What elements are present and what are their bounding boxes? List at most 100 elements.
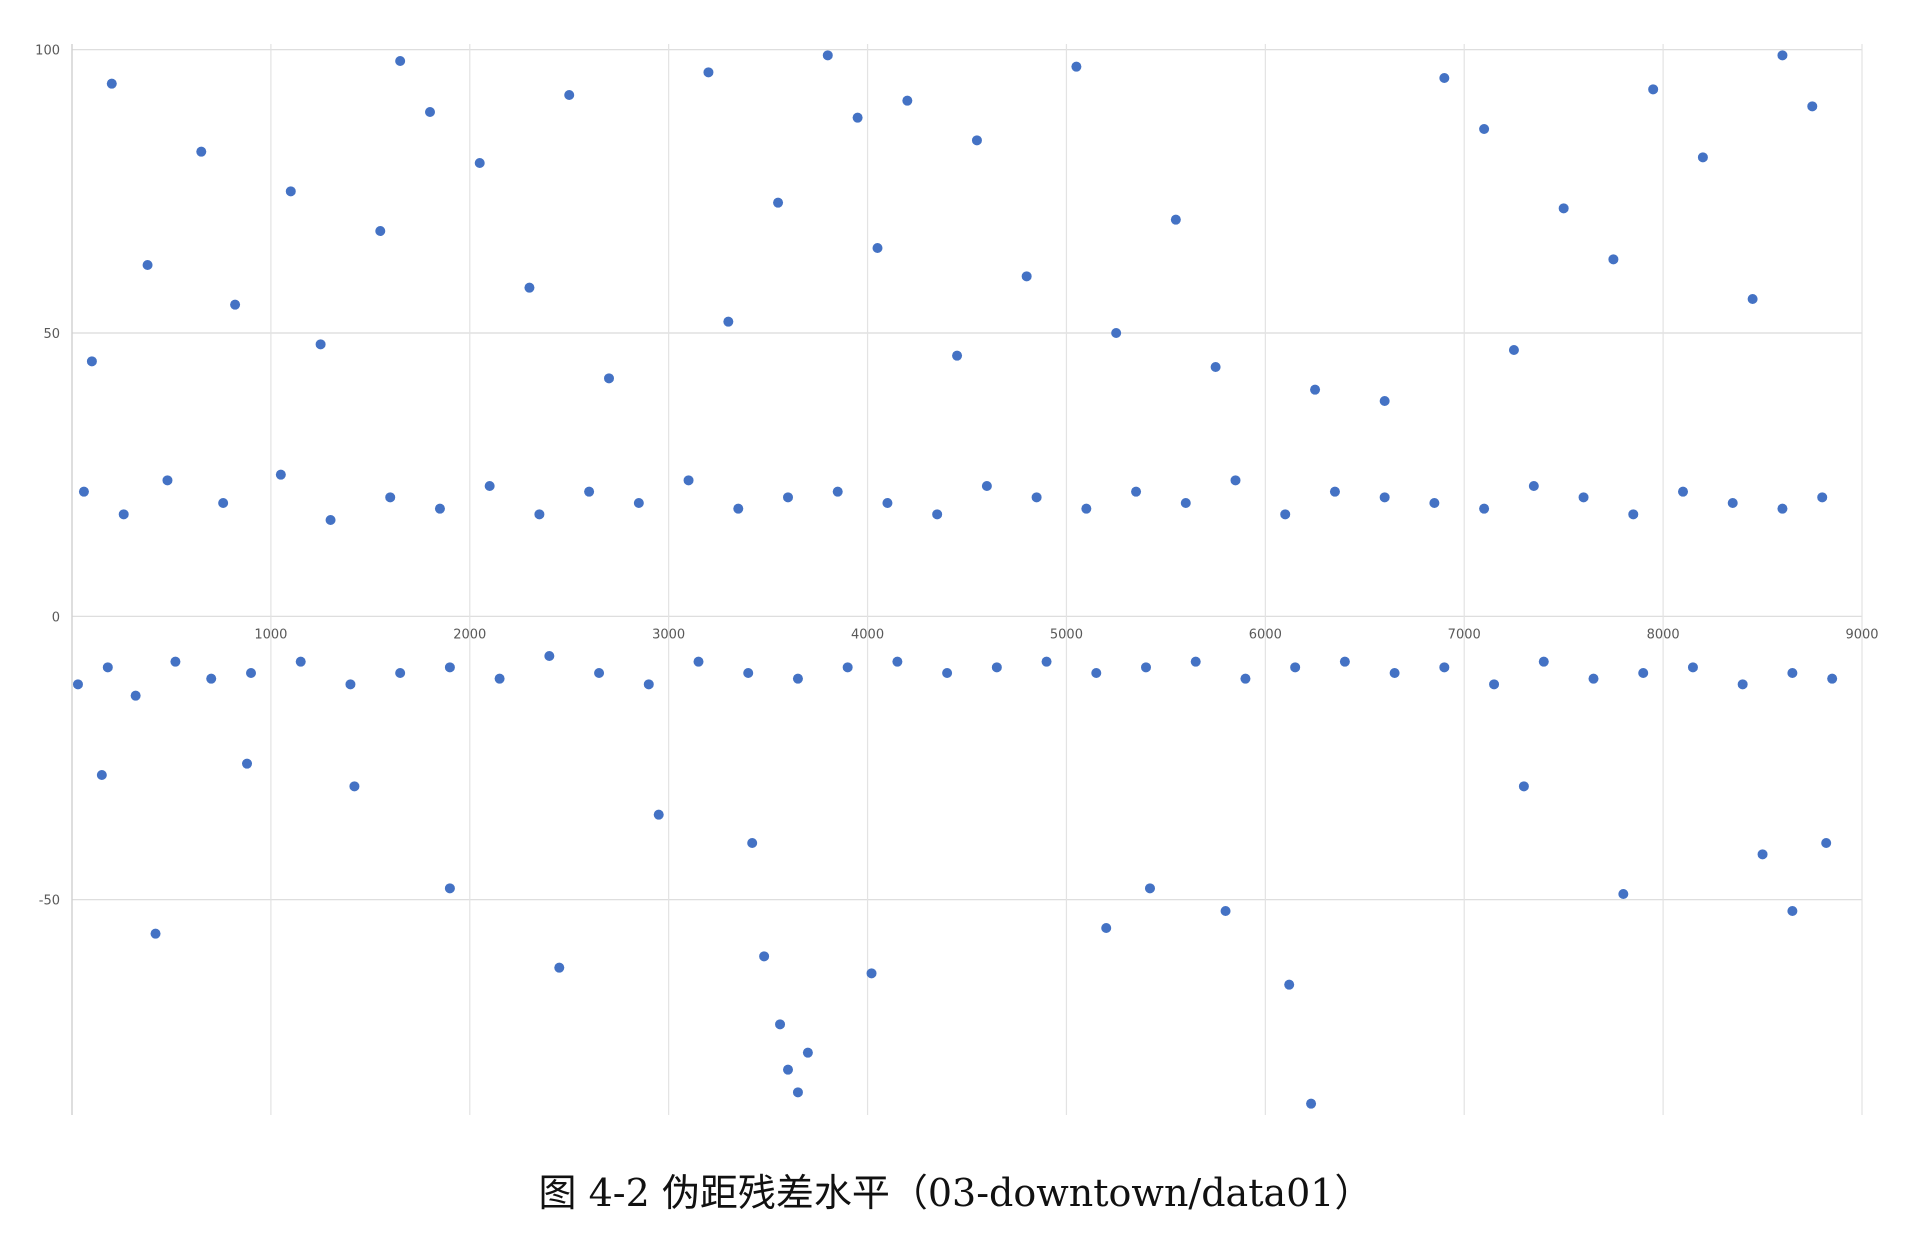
data-point — [1827, 673, 1838, 684]
data-point — [1678, 486, 1688, 497]
data-point — [792, 673, 803, 684]
data-point — [1821, 838, 1832, 848]
data-point — [852, 112, 863, 123]
data-point — [802, 1047, 813, 1058]
data-point — [1306, 1098, 1317, 1109]
data-point — [1608, 254, 1619, 265]
data-point — [633, 498, 644, 508]
data-point — [1489, 679, 1500, 690]
data-point — [932, 509, 943, 520]
data-point — [1379, 396, 1390, 406]
data-point — [584, 486, 595, 497]
data-point — [1041, 656, 1052, 667]
data-point — [1210, 362, 1221, 372]
y-tick-label: 0 — [52, 610, 60, 625]
data-point — [425, 107, 435, 117]
data-point — [1747, 294, 1758, 304]
y-tick-label: 100 — [35, 44, 60, 59]
data-point — [1479, 503, 1490, 514]
y-tick-label: -50 — [39, 894, 60, 909]
data-point — [1757, 849, 1768, 860]
data-point — [1439, 73, 1450, 83]
data-point — [1697, 152, 1708, 163]
data-point — [1787, 906, 1798, 916]
data-point — [1648, 84, 1659, 95]
data-point — [72, 679, 83, 690]
data-point — [96, 770, 107, 780]
data-point — [1727, 498, 1738, 508]
data-point — [1190, 656, 1201, 667]
data-point — [759, 951, 770, 962]
data-point — [534, 509, 545, 520]
data-point — [703, 67, 714, 78]
data-point — [783, 1064, 793, 1075]
data-point — [942, 668, 953, 678]
data-point — [1638, 668, 1649, 678]
data-point — [1479, 124, 1490, 134]
data-point — [1687, 662, 1698, 673]
data-point — [325, 515, 336, 525]
data-point — [554, 962, 565, 973]
data-point — [1091, 668, 1102, 678]
data-point — [1429, 498, 1440, 508]
data-point — [1180, 498, 1191, 508]
data-point — [1081, 503, 1092, 514]
data-point — [162, 475, 173, 486]
data-point — [524, 282, 535, 293]
data-point — [1141, 662, 1151, 673]
data-points — [72, 50, 1838, 1109]
data-point — [743, 668, 754, 678]
data-point — [474, 158, 485, 168]
data-point — [872, 243, 883, 253]
data-point — [1578, 492, 1589, 503]
data-point — [991, 662, 1002, 673]
data-point — [1528, 481, 1539, 491]
data-point — [1807, 101, 1818, 112]
data-point — [1518, 781, 1529, 792]
data-point — [723, 316, 734, 327]
data-point — [1339, 656, 1350, 667]
grid-lines — [72, 44, 1863, 1115]
data-point — [882, 498, 893, 508]
data-point — [142, 260, 153, 270]
data-point — [902, 95, 913, 106]
data-point — [604, 373, 614, 384]
data-point — [434, 503, 445, 514]
data-point — [78, 486, 89, 497]
data-point — [1071, 61, 1082, 72]
data-point — [285, 186, 296, 197]
data-point — [275, 469, 286, 480]
data-point — [1101, 923, 1112, 933]
data-point — [1220, 906, 1231, 916]
data-point — [1817, 492, 1828, 503]
data-point — [1618, 889, 1629, 899]
x-tick-label: 8000 — [1647, 627, 1680, 642]
data-point — [1439, 662, 1450, 673]
x-tick-label: 6000 — [1249, 627, 1282, 642]
data-point — [484, 481, 495, 491]
data-point — [1131, 486, 1142, 497]
x-tick-label: 5000 — [1050, 627, 1083, 642]
data-point — [130, 690, 141, 701]
data-point — [345, 679, 356, 690]
data-point — [693, 656, 704, 667]
data-point — [1111, 328, 1122, 338]
data-point — [892, 656, 903, 667]
data-point — [1144, 883, 1155, 894]
data-point — [395, 56, 406, 66]
data-point — [395, 668, 406, 678]
data-point — [1379, 492, 1390, 503]
data-point — [1310, 384, 1321, 395]
data-point — [218, 498, 229, 508]
data-point — [1280, 509, 1291, 520]
data-point — [1021, 271, 1032, 282]
data-point — [444, 662, 455, 673]
data-point — [1737, 679, 1748, 690]
data-point — [1329, 486, 1340, 497]
data-point — [118, 509, 129, 520]
data-point — [1290, 662, 1301, 673]
data-point — [1787, 668, 1798, 678]
data-point — [150, 928, 161, 939]
data-point — [196, 146, 207, 157]
data-point — [643, 679, 654, 690]
